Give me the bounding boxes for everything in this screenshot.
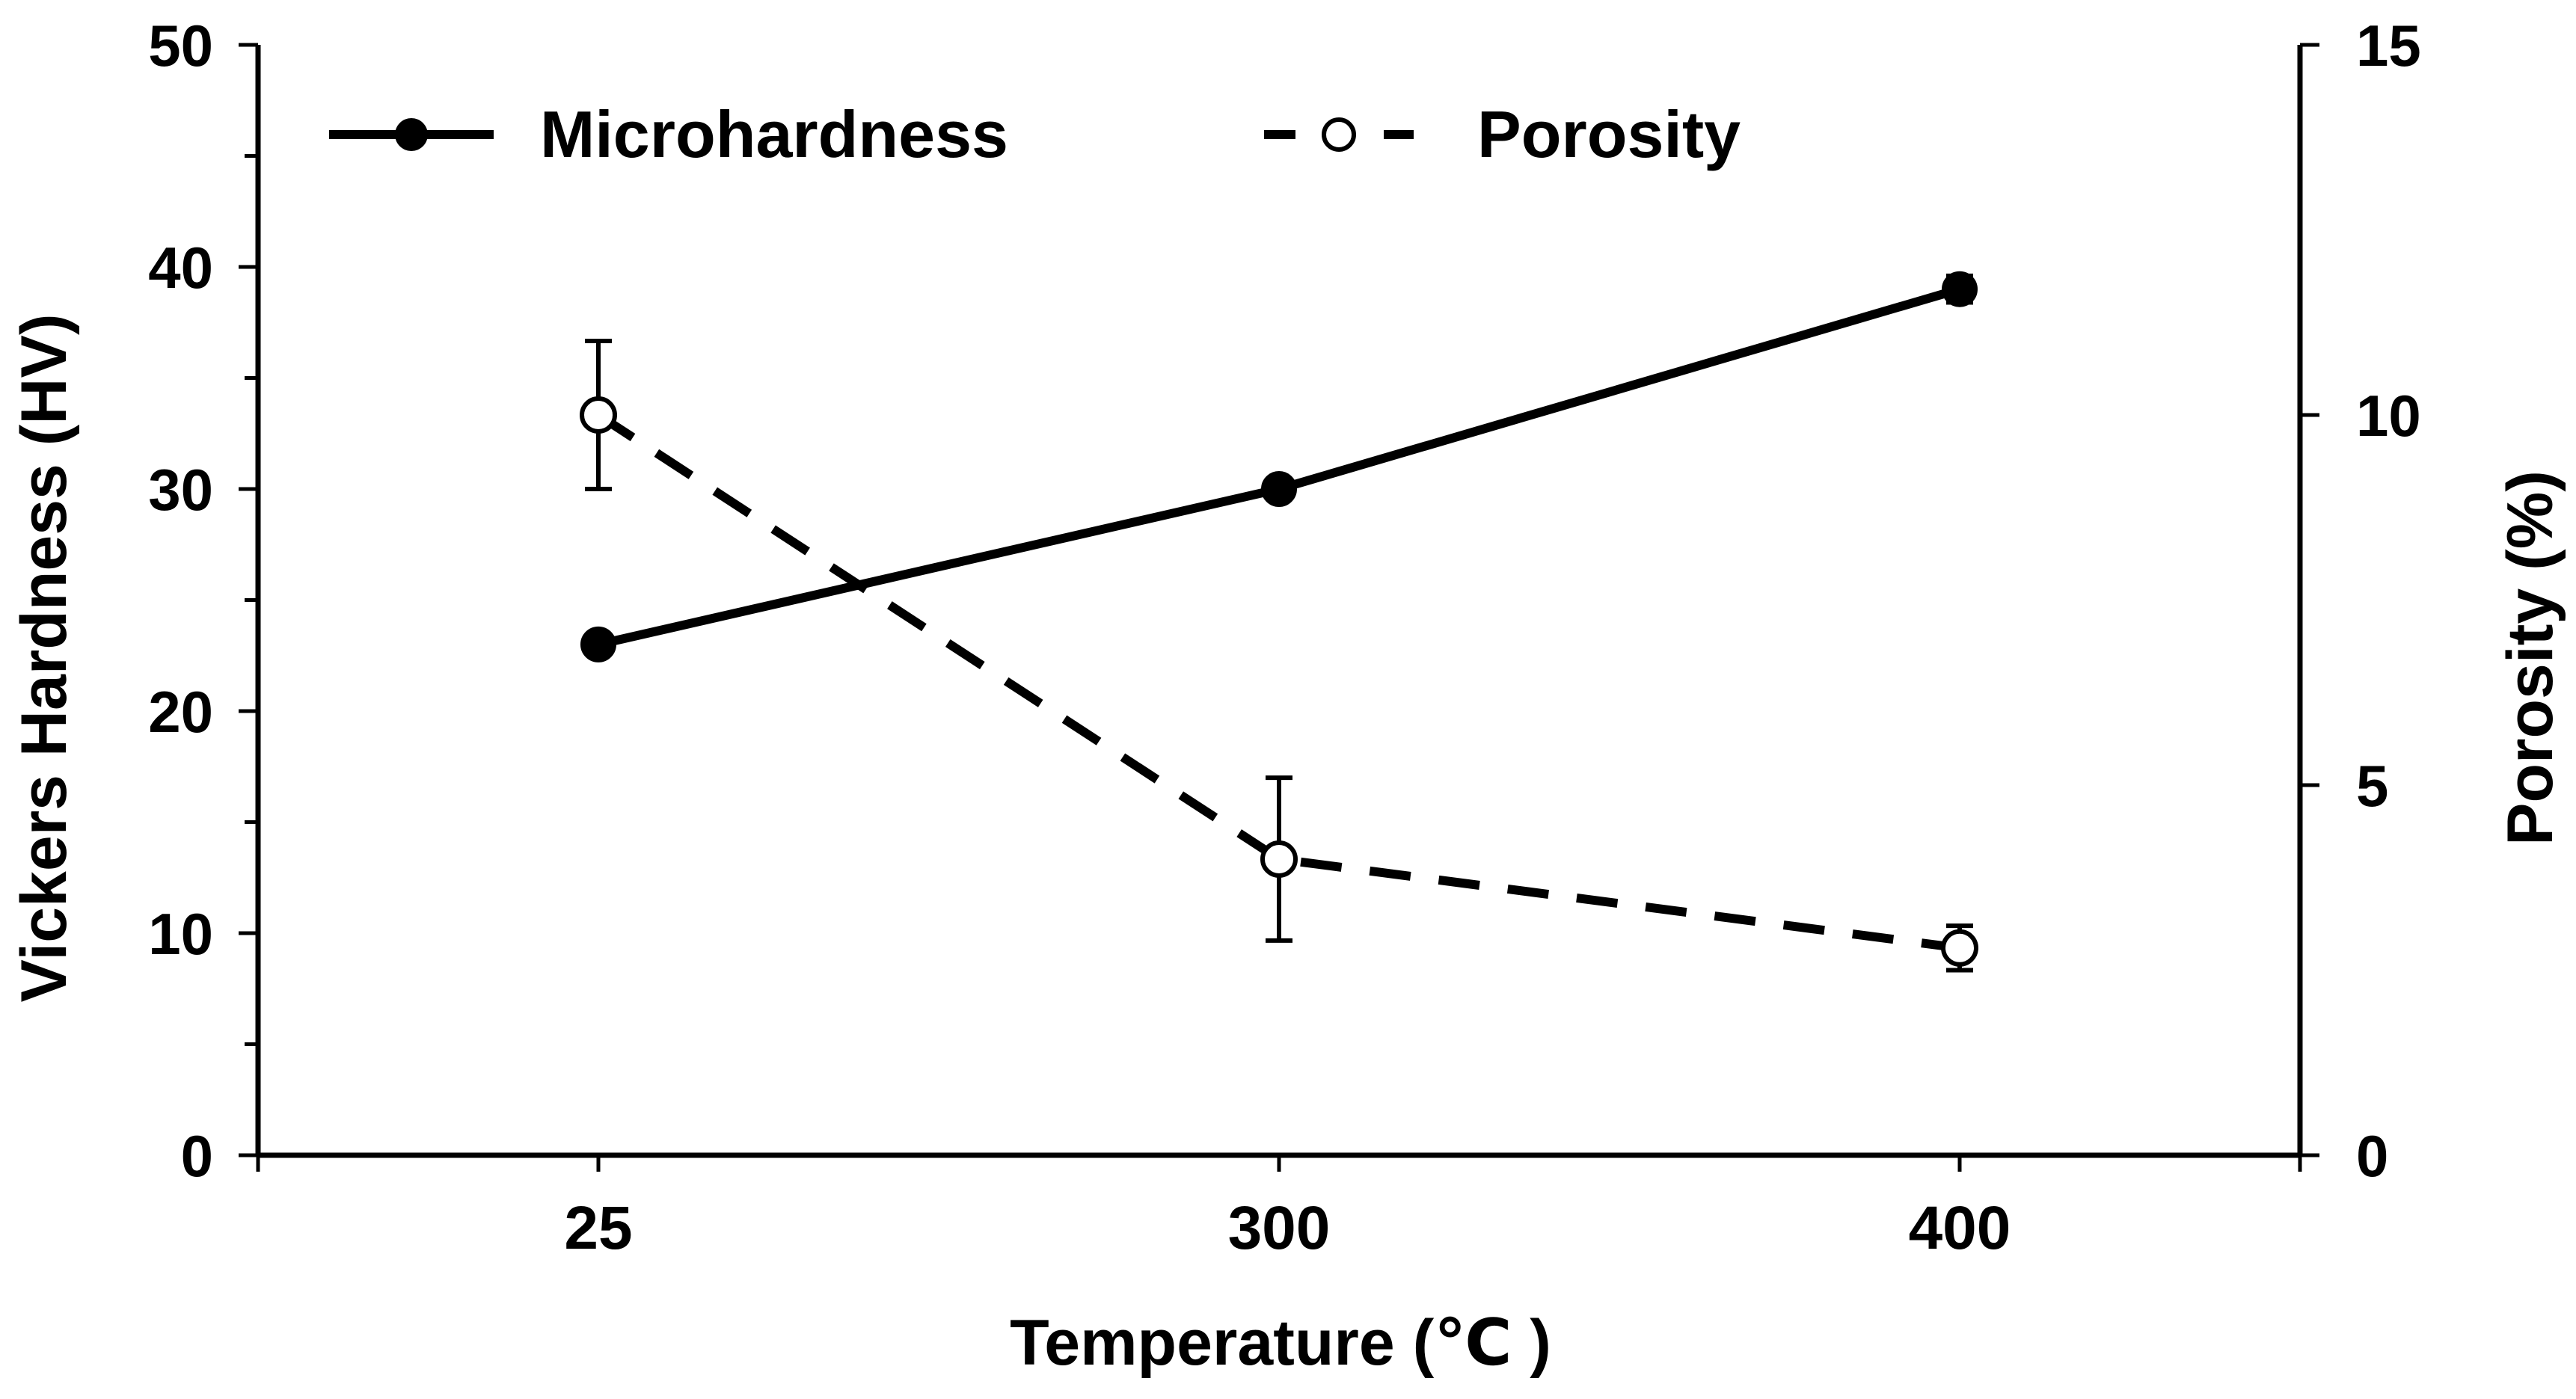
legend: Microhardness Porosity [329,97,1741,171]
x-tick-label: 300 [1228,1194,1331,1262]
y-left-tick-label: 40 [148,235,213,301]
series-porosity [580,339,1978,973]
legend-marker [1322,117,1356,152]
y-axis-title-left: Vickers Hardness (HV) [8,314,80,1003]
y-left-tick-label: 0 [181,1123,213,1189]
x-tick-label: 400 [1909,1194,2011,1262]
axes [255,45,2303,1158]
data-point [580,626,616,662]
data-point [1942,271,1978,307]
data-point [1261,471,1297,507]
tick-labels: 0 10 20 30 40 50 0 5 10 15 25 300 400 [148,13,2421,1262]
series [580,271,1978,973]
y-right-tick-label: 10 [2356,383,2421,449]
legend-label: Microhardness [540,97,1008,171]
tick-marks [239,43,2319,1172]
data-point [1260,840,1298,878]
legend-label: Porosity [1477,97,1741,171]
data-point [1941,929,1978,967]
y-axis-title-right: Porosity (%) [2494,470,2566,846]
y-left-tick-label: 30 [148,457,213,523]
series-line-porosity [595,411,1960,953]
legend-item-microhardness: Microhardness [329,97,1008,171]
series-microhardness [580,271,1978,662]
legend-item-porosity: Porosity [1264,97,1741,171]
series-line-microhardness [597,284,1961,649]
y-left-tick-label: 20 [148,679,213,745]
y-left-tick-label: 50 [148,13,213,79]
y-right-tick-label: 0 [2356,1123,2388,1189]
legend-marker [395,118,428,151]
y-left-tick-label: 10 [148,901,213,967]
data-point [580,396,617,434]
x-axis-title: Temperature (℃ ) [1010,1307,1551,1379]
x-tick-label: 25 [564,1194,632,1262]
y-right-tick-label: 5 [2356,753,2388,819]
y-right-tick-label: 15 [2356,13,2421,79]
